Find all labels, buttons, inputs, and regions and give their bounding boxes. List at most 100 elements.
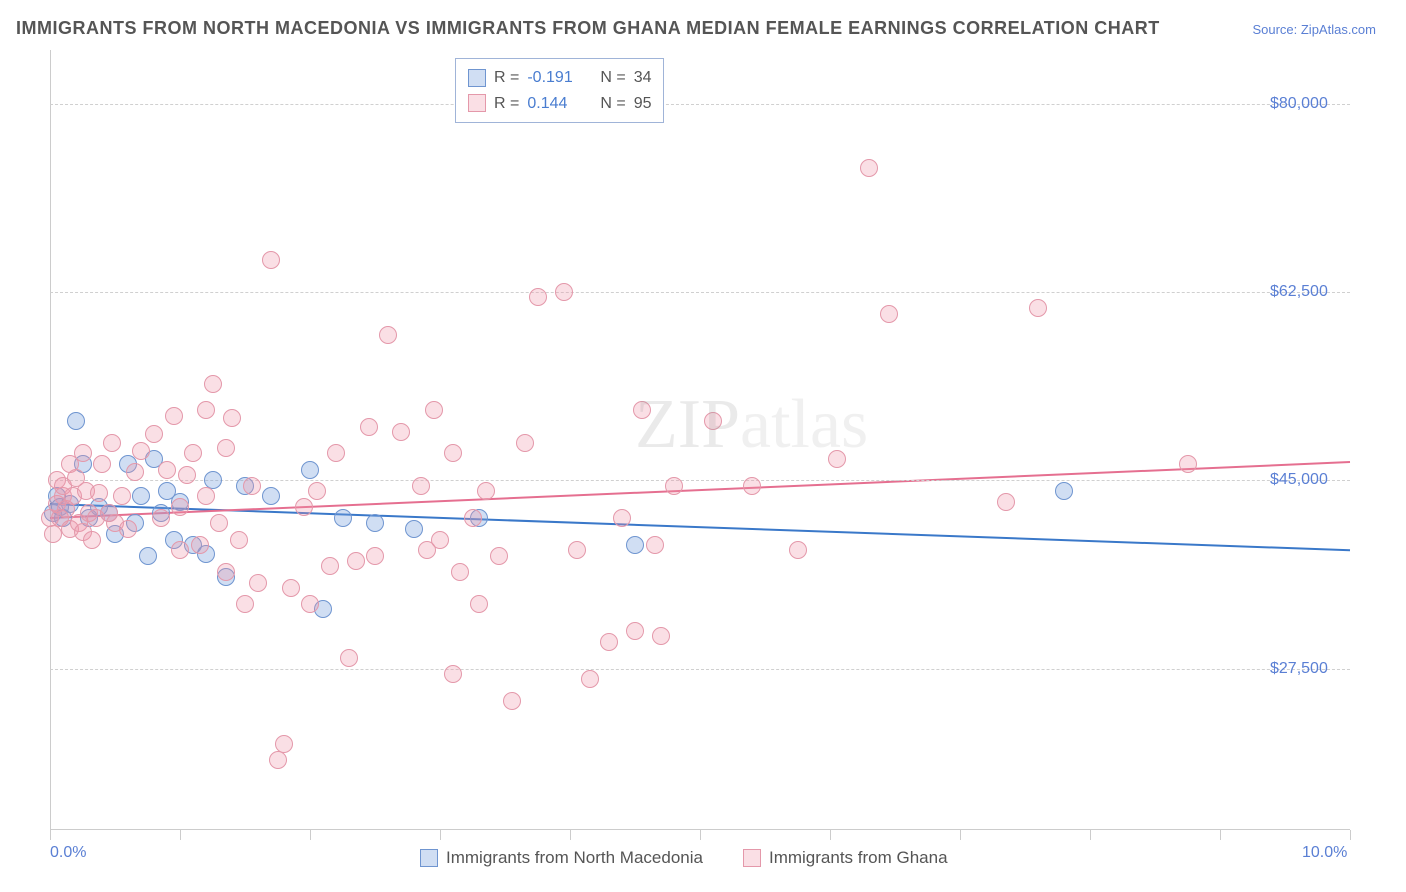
r-label: R = bbox=[494, 91, 519, 117]
data-point bbox=[379, 326, 397, 344]
data-point bbox=[334, 509, 352, 527]
gridline bbox=[50, 669, 1350, 670]
data-point bbox=[581, 670, 599, 688]
data-point bbox=[360, 418, 378, 436]
series-name: Immigrants from North Macedonia bbox=[446, 848, 703, 868]
data-point bbox=[366, 514, 384, 532]
data-point bbox=[1179, 455, 1197, 473]
trend-lines bbox=[50, 50, 1350, 830]
data-point bbox=[529, 288, 547, 306]
data-point bbox=[223, 409, 241, 427]
data-point bbox=[470, 595, 488, 613]
data-point bbox=[704, 412, 722, 430]
x-tick bbox=[960, 830, 961, 840]
data-point bbox=[269, 751, 287, 769]
data-point bbox=[301, 595, 319, 613]
data-point bbox=[626, 536, 644, 554]
r-value: 0.144 bbox=[527, 91, 582, 117]
correlation-legend: R = -0.191N = 34R = 0.144 N = 95 bbox=[455, 58, 664, 123]
data-point bbox=[444, 444, 462, 462]
legend-item: Immigrants from Ghana bbox=[743, 848, 948, 868]
data-point bbox=[282, 579, 300, 597]
data-point bbox=[197, 401, 215, 419]
data-point bbox=[308, 482, 326, 500]
data-point bbox=[301, 461, 319, 479]
data-point bbox=[197, 487, 215, 505]
data-point bbox=[132, 442, 150, 460]
data-point bbox=[490, 547, 508, 565]
source-name: ZipAtlas.com bbox=[1301, 22, 1376, 37]
series-legend: Immigrants from North Macedonia Immigrant… bbox=[420, 848, 948, 868]
legend-swatch bbox=[743, 849, 761, 867]
series-name: Immigrants from Ghana bbox=[769, 848, 948, 868]
y-tick-label: $27,500 bbox=[1270, 660, 1328, 678]
x-tick bbox=[310, 830, 311, 840]
data-point bbox=[83, 531, 101, 549]
data-point bbox=[451, 563, 469, 581]
data-point bbox=[347, 552, 365, 570]
data-point bbox=[67, 412, 85, 430]
data-point bbox=[477, 482, 495, 500]
data-point bbox=[145, 425, 163, 443]
data-point bbox=[210, 514, 228, 532]
x-tick-max: 10.0% bbox=[1302, 844, 1347, 862]
x-tick-min: 0.0% bbox=[50, 844, 86, 862]
data-point bbox=[158, 461, 176, 479]
legend-swatch bbox=[420, 849, 438, 867]
data-point bbox=[633, 401, 651, 419]
data-point bbox=[113, 487, 131, 505]
data-point bbox=[132, 487, 150, 505]
data-point bbox=[425, 401, 443, 419]
data-point bbox=[340, 649, 358, 667]
legend-swatch bbox=[468, 94, 486, 112]
data-point bbox=[184, 444, 202, 462]
data-point bbox=[327, 444, 345, 462]
y-tick-label: $45,000 bbox=[1270, 471, 1328, 489]
data-point bbox=[165, 407, 183, 425]
data-point bbox=[412, 477, 430, 495]
data-point bbox=[1029, 299, 1047, 317]
y-tick-label: $80,000 bbox=[1270, 95, 1328, 113]
x-tick bbox=[180, 830, 181, 840]
data-point bbox=[600, 633, 618, 651]
source-attribution: Source: ZipAtlas.com bbox=[1252, 22, 1376, 37]
data-point bbox=[1055, 482, 1073, 500]
data-point bbox=[652, 627, 670, 645]
n-value: 34 bbox=[634, 65, 652, 91]
data-point bbox=[880, 305, 898, 323]
data-point bbox=[555, 283, 573, 301]
data-point bbox=[217, 439, 235, 457]
x-tick bbox=[50, 830, 51, 840]
n-value: 95 bbox=[634, 91, 652, 117]
data-point bbox=[217, 563, 235, 581]
x-tick bbox=[570, 830, 571, 840]
data-point bbox=[444, 665, 462, 683]
legend-swatch bbox=[468, 69, 486, 87]
data-point bbox=[204, 375, 222, 393]
x-tick bbox=[1350, 830, 1351, 840]
data-point bbox=[44, 525, 62, 543]
data-point bbox=[275, 735, 293, 753]
data-point bbox=[262, 487, 280, 505]
data-point bbox=[262, 251, 280, 269]
data-point bbox=[171, 541, 189, 559]
data-point bbox=[139, 547, 157, 565]
data-point bbox=[860, 159, 878, 177]
source-prefix: Source: bbox=[1252, 22, 1300, 37]
data-point bbox=[93, 455, 111, 473]
x-tick bbox=[440, 830, 441, 840]
n-label: N = bbox=[600, 91, 625, 117]
chart-title: IMMIGRANTS FROM NORTH MACEDONIA VS IMMIG… bbox=[16, 18, 1160, 39]
data-point bbox=[405, 520, 423, 538]
data-point bbox=[236, 595, 254, 613]
data-point bbox=[613, 509, 631, 527]
legend-row: R = -0.191N = 34 bbox=[468, 65, 651, 91]
data-point bbox=[295, 498, 313, 516]
y-axis-line bbox=[50, 50, 51, 830]
data-point bbox=[516, 434, 534, 452]
data-point bbox=[119, 520, 137, 538]
data-point bbox=[152, 509, 170, 527]
data-point bbox=[568, 541, 586, 559]
legend-item: Immigrants from North Macedonia bbox=[420, 848, 703, 868]
y-tick-label: $62,500 bbox=[1270, 283, 1328, 301]
